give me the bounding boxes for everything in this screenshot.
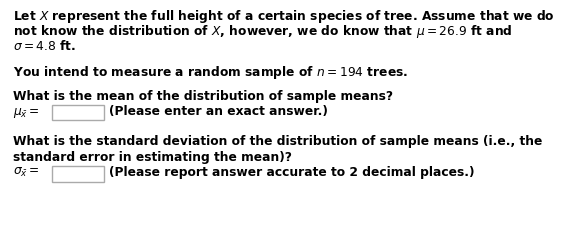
Text: What is the standard deviation of the distribution of sample means (i.e., the: What is the standard deviation of the di…	[13, 135, 542, 148]
Text: Let $X$ represent the full height of a certain species of tree. Assume that we d: Let $X$ represent the full height of a c…	[13, 8, 555, 25]
Text: $\mu_{\bar{x}} = $: $\mu_{\bar{x}} = $	[13, 105, 40, 120]
Text: (Please report answer accurate to 2 decimal places.): (Please report answer accurate to 2 deci…	[109, 166, 475, 179]
Text: You intend to measure a random sample of $n = 194$ trees.: You intend to measure a random sample of…	[13, 64, 408, 82]
Text: (Please enter an exact answer.): (Please enter an exact answer.)	[109, 105, 328, 119]
Text: standard error in estimating the mean)?: standard error in estimating the mean)?	[13, 151, 292, 163]
Text: $\sigma_{\bar{x}} = $: $\sigma_{\bar{x}} = $	[13, 166, 39, 179]
Text: What is the mean of the distribution of sample means?: What is the mean of the distribution of …	[13, 90, 393, 103]
Text: $\sigma = 4.8$ ft.: $\sigma = 4.8$ ft.	[13, 39, 76, 53]
Text: not know the distribution of $X$, however, we do know that $\mu = 26.9$ ft and: not know the distribution of $X$, howeve…	[13, 24, 513, 40]
